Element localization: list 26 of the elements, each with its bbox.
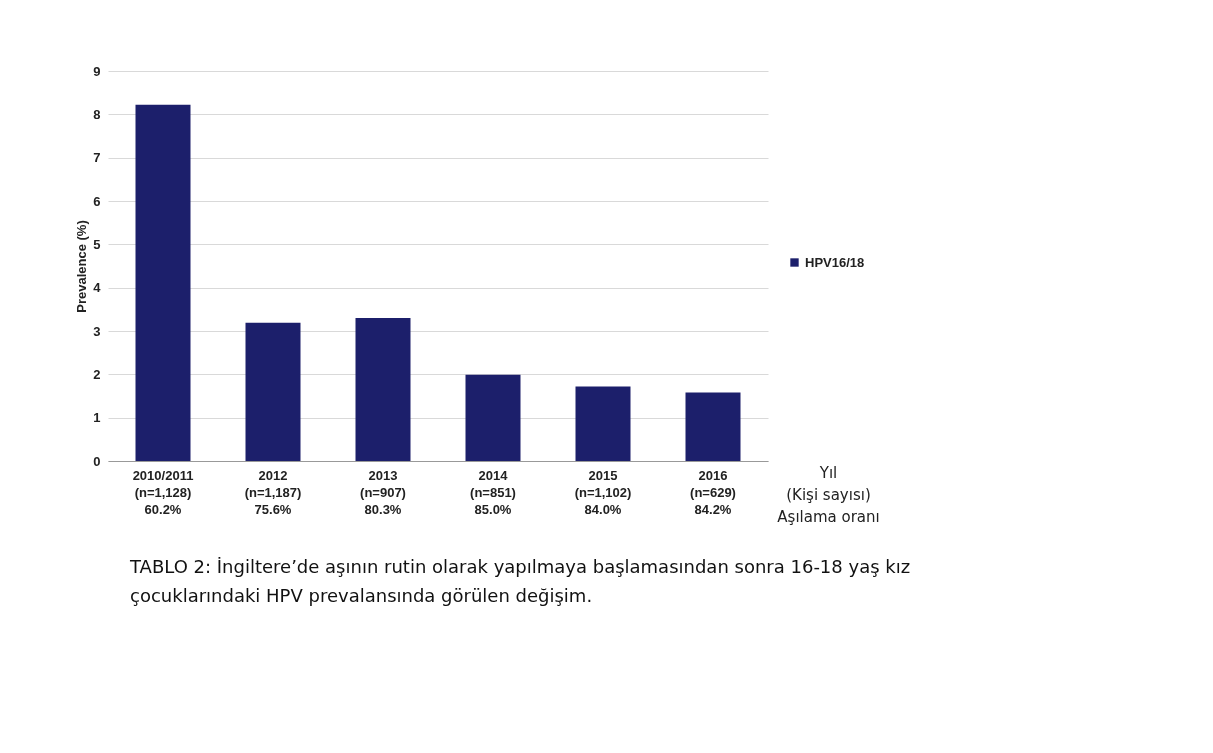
bar bbox=[135, 104, 191, 461]
text: TABLO 2: İngiltere’de aşının rutin olarak yapılmaya başlamasından sonra 16-18 yaş kız çocuklarındaki HPV prevalansında görülen değişim. bbox=[130, 555, 912, 608]
bar bbox=[245, 322, 301, 461]
y-tick-label: 6 bbox=[93, 193, 101, 209]
bar bbox=[355, 318, 411, 461]
legend-label: HPV16/18 bbox=[805, 254, 865, 270]
y-tick-label: 7 bbox=[93, 150, 101, 166]
y-tick-label: 2 bbox=[93, 366, 101, 382]
y-tick-label: 1 bbox=[93, 410, 101, 426]
x-tick-label: 2014 (n=851) 85.0% bbox=[470, 467, 516, 517]
x-tick-label: 2012 (n=1,187) 75.6% bbox=[244, 467, 302, 517]
bar bbox=[465, 374, 521, 461]
y-tick-label: 9 bbox=[93, 63, 101, 79]
y-tick-label: 4 bbox=[93, 280, 102, 296]
x-tick-label: 2015 (n=1,102) 84.0% bbox=[574, 467, 632, 517]
x-axis-title: Yıl (Kişi sayısı) Aşılama oranı bbox=[777, 463, 880, 526]
y-tick-label: 8 bbox=[93, 106, 101, 122]
bar bbox=[685, 392, 741, 461]
x-tick-label: 2013 (n=907) 80.3% bbox=[360, 467, 406, 517]
x-tick-label: 2010/2011 (n=1,128) 60.2% bbox=[132, 467, 194, 517]
bar bbox=[575, 386, 631, 461]
y-tick-label: 3 bbox=[93, 323, 101, 339]
x-tick-label: 2016 (n=629) 84.2% bbox=[690, 467, 736, 517]
y-tick-label: 0 bbox=[93, 453, 101, 469]
y-tick-label: 5 bbox=[93, 236, 101, 252]
y-axis-title: Prevalence (%) bbox=[74, 220, 90, 313]
